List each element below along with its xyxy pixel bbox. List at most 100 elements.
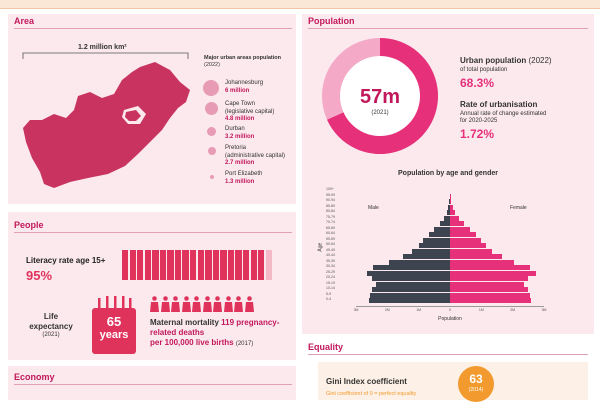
city-note: (administrative capital): [225, 153, 285, 161]
urban-population-label: Urban population (2022): [460, 56, 552, 66]
pyramid-female-bar: [450, 232, 476, 237]
literacy-bar: [130, 250, 136, 280]
pyramid-male-label: Male: [368, 205, 379, 211]
pyramid-x-tick: 2M: [382, 308, 392, 312]
durban-bubble: [207, 127, 216, 136]
city-name: Durban: [225, 126, 254, 134]
pretoria-bubble: [208, 147, 216, 155]
pyramid-male-bar: [373, 265, 450, 270]
city-population: 2.7 million: [225, 160, 285, 168]
people-title-rule: [14, 232, 292, 233]
equality-title-rule: [308, 354, 588, 355]
pyramid-x-axis: [356, 306, 544, 307]
literacy-bar: [243, 250, 249, 280]
literacy-bar: [228, 250, 234, 280]
gini-sub: Gini coefficient of 0 = perfect equality: [326, 391, 416, 398]
urban-population-sub: of total population: [460, 67, 507, 75]
urbanisation-rate-value: 1.72%: [460, 127, 494, 142]
literacy-bar: [266, 250, 272, 280]
maternal-rest-2: per 100,000 live births: [150, 338, 234, 347]
city-durban: Durban 3.2 million: [225, 126, 254, 141]
maternal-mortality-icons: [150, 296, 270, 314]
pyramid-female-bar: [450, 298, 531, 303]
pyramid-female-label: Female: [510, 205, 527, 211]
pyramid-female-bar: [450, 227, 470, 232]
pyramid-age-label: 70-74: [326, 220, 335, 224]
urban-label-year: (2022): [528, 56, 551, 65]
pyramid-male-bar: [423, 238, 450, 243]
person-icon: [203, 296, 212, 312]
city-population: 3.2 million: [225, 134, 254, 142]
urban-population-value: 68.3%: [460, 76, 494, 91]
pyramid-age-label: 40-44: [326, 253, 335, 257]
pyramid-female-bar: [450, 216, 459, 221]
population-title: Population: [308, 16, 355, 26]
cape-town-bubble: [205, 102, 218, 115]
person-icon: [224, 296, 233, 312]
economy-title: Economy: [14, 372, 55, 382]
city-pretoria: Pretoria (administrative capital) 2.7 mi…: [225, 145, 285, 168]
pyramid-age-label: 20-24: [326, 275, 335, 279]
city-johannesburg: Johannesburg 6 million: [225, 80, 263, 95]
maternal-value: 119: [221, 318, 234, 327]
pyramid-age-label: 55-59: [326, 237, 335, 241]
johannesburg-bubble: [203, 80, 219, 96]
pyramid-x-tick: 3M: [351, 308, 361, 312]
pyramid-female-bar: [450, 249, 492, 254]
pyramid-age-label: 45-49: [326, 248, 335, 252]
gini-label: Gini Index coefficient: [326, 377, 407, 387]
maternal-label: Maternal mortality: [150, 318, 219, 327]
urban-label-text: Urban population: [460, 56, 526, 65]
pyramid-x-tick: 1M: [414, 308, 424, 312]
maternal-year: (2017): [236, 341, 253, 347]
city-name: Pretoria: [225, 145, 285, 153]
pyramid-male-bar: [440, 221, 450, 226]
urban-areas-header-text: Major urban areas population: [204, 55, 281, 61]
pyramid-male-bar: [372, 276, 450, 281]
city-name: Johannesburg: [225, 80, 263, 88]
pyramid-male-bar: [369, 298, 450, 303]
city-cape-town: Cape Town (legislative capital) 4.8 mill…: [225, 101, 274, 124]
pyramid-x-tick: 2M: [508, 308, 518, 312]
pyramid-age-label: 100+: [326, 187, 334, 191]
pyramid-female-bar: [450, 287, 528, 292]
life-label-line-2: expectancy: [26, 322, 76, 332]
pyramid-age-label: 25-29: [326, 270, 335, 274]
pyramid-male-bar: [370, 293, 450, 298]
pyramid-age-label: 90-94: [326, 198, 335, 202]
city-name: Cape Town: [225, 101, 274, 109]
pyramid-female-bar: [450, 276, 528, 281]
city-population: 6 million: [225, 88, 263, 96]
literacy-bar: [235, 250, 241, 280]
person-icon: [171, 296, 180, 312]
literacy-bar: [167, 250, 173, 280]
life-label-line-1: Life: [26, 312, 76, 322]
pyramid-female-bar: [450, 254, 502, 259]
literacy-bar: [190, 250, 196, 280]
pyramid-female-bar: [450, 199, 451, 204]
literacy-bar: [152, 250, 158, 280]
pyramid-age-label: 85-89: [326, 204, 335, 208]
life-expectancy-value: 65: [92, 314, 136, 329]
economy-title-rule: [14, 384, 292, 385]
pyramid-age-label: 65-69: [326, 226, 335, 230]
person-icon: [150, 296, 159, 312]
pyramid-female-bar: [450, 238, 481, 243]
gini-year: (2014): [458, 387, 494, 393]
population-total: 57m: [322, 86, 438, 109]
pyramid-age-label: 95-99: [326, 193, 335, 197]
pyramid-male-bar: [372, 287, 450, 292]
pyramid-age-label: 30-34: [326, 264, 335, 268]
pyramid-female-bar: [450, 243, 486, 248]
pyramid-male-bar: [412, 249, 450, 254]
literacy-bar: [251, 250, 257, 280]
person-icon: [192, 296, 201, 312]
pyramid-male-bar: [367, 271, 450, 276]
pyramid-x-tick: 0: [445, 308, 455, 312]
literacy-bar: [122, 250, 128, 280]
south-africa-map: [20, 62, 195, 192]
literacy-bar: [160, 250, 166, 280]
life-year: (2021): [26, 332, 76, 340]
port-elizabeth-bubble: [210, 175, 214, 179]
pyramid-female-bar: [450, 205, 453, 210]
